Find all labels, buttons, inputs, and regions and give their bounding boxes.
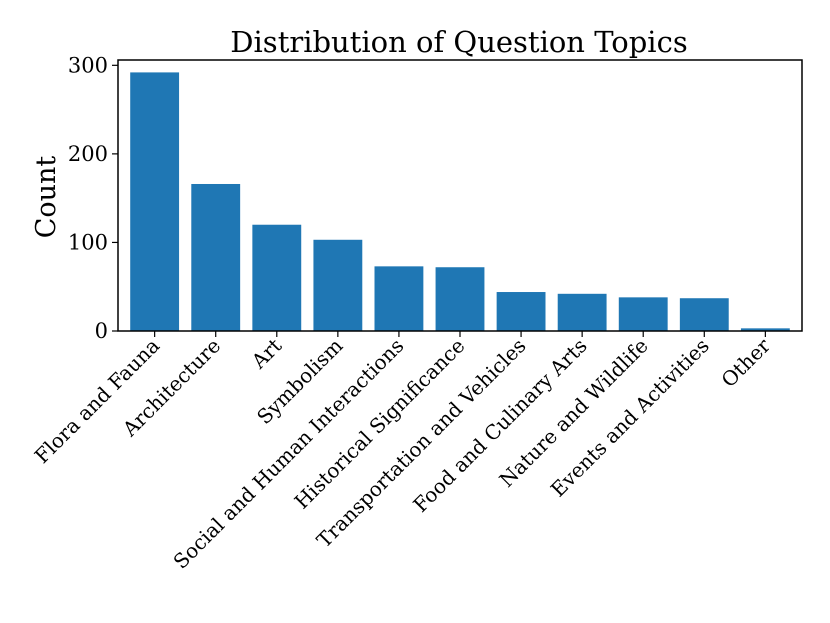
plot-area-frame (117, 59, 803, 332)
bar-3 (313, 239, 363, 331)
y-axis-ticks: 0 100 200 300 (68, 53, 118, 343)
bar-5 (435, 267, 485, 331)
bar-6 (496, 292, 546, 331)
y-tick-label: 300 (68, 53, 108, 77)
bar-8 (618, 297, 668, 331)
bar-10 (740, 328, 790, 331)
x-tick-label: Art (246, 334, 286, 374)
bar-2 (252, 224, 302, 331)
bar-4 (374, 266, 424, 331)
y-axis-label: Count (31, 156, 62, 239)
y-tick-label: 0 (95, 319, 108, 343)
bar-7 (557, 293, 607, 331)
chart-title: Distribution of Question Topics (230, 25, 687, 59)
y-tick-label: 100 (68, 230, 108, 254)
bar-1 (191, 183, 241, 331)
bars-group (130, 72, 790, 332)
bar-0 (130, 72, 180, 332)
x-tick-label: Other (716, 333, 775, 392)
y-tick-label: 200 (68, 142, 108, 166)
bar-9 (679, 298, 729, 331)
